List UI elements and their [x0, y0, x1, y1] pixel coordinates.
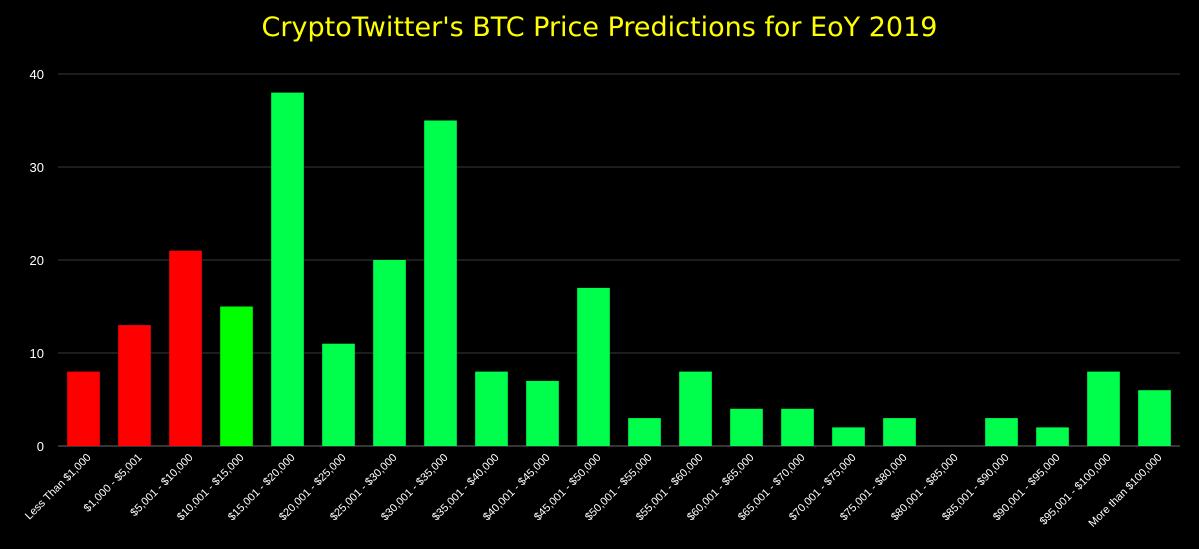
bars: [67, 92, 1171, 446]
bar: [169, 250, 202, 446]
bar: [730, 408, 763, 446]
bar: [424, 120, 457, 446]
bar: [781, 408, 814, 446]
chart-title: CryptoTwitter's BTC Price Predictions fo…: [261, 12, 938, 43]
bar: [271, 92, 304, 446]
bar: [883, 418, 916, 446]
x-axis-labels: Less Than $1,000$1,000 - $5,001$5,001 - …: [23, 452, 1165, 530]
bar: [526, 380, 559, 446]
y-tick-label: 0: [37, 439, 44, 454]
bar: [67, 371, 100, 446]
bar: [628, 418, 661, 446]
y-tick-label: 20: [30, 253, 44, 268]
bar: [220, 306, 253, 446]
bar: [577, 287, 610, 446]
bar: [373, 260, 406, 446]
y-tick-label: 10: [30, 346, 44, 361]
bar: [832, 427, 865, 446]
y-tick-label: 40: [30, 67, 44, 82]
bar: [1087, 371, 1120, 446]
x-tick-label: Less Than $1,000: [23, 452, 94, 523]
bar: [475, 371, 508, 446]
bar: [1036, 427, 1069, 446]
bar: [322, 343, 355, 446]
y-axis-ticks: 0 10 20 30 40: [30, 67, 44, 454]
bar: [118, 325, 151, 446]
y-tick-label: 30: [30, 160, 44, 175]
bar: [1138, 390, 1171, 446]
bar: [985, 418, 1018, 446]
bar: [679, 371, 712, 446]
